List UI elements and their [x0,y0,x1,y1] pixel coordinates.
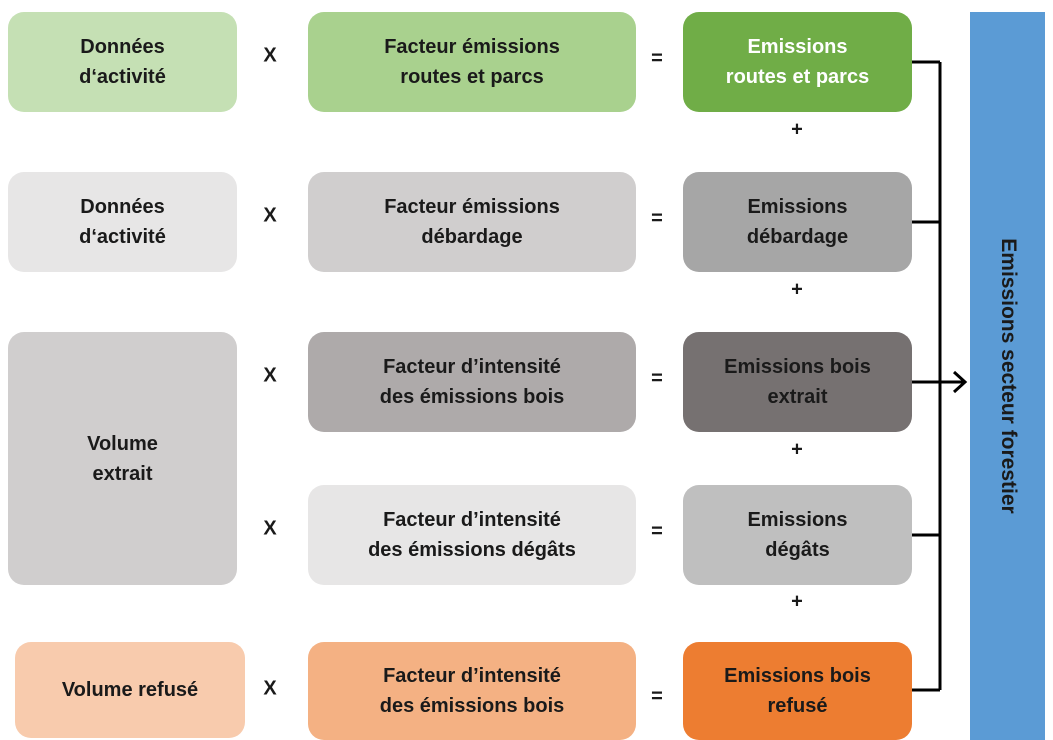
text-line: Données [80,196,165,218]
operator: X [263,44,277,67]
result-box: Emissions routes et parcs [683,12,912,112]
text-line: des émissions bois [379,695,565,717]
operator: = [651,207,663,230]
text-line: Volume refusé [61,679,199,701]
text-line: Volume [87,432,158,455]
factor-box: Facteur d’intensité des émissions bois [308,642,636,740]
factor-box: Facteur d’intensité des émissions bois [308,332,636,432]
text-line: refusé [767,695,828,717]
text-line: Facteur d’intensité [383,665,561,687]
text-line: extrait [767,386,828,408]
operator: + [791,590,803,613]
operator: + [791,118,803,141]
operator: X [263,364,277,387]
text-line: débardage [421,226,523,248]
factor-box: Facteur émissions routes et parcs [308,12,636,112]
text-line: Emissions [747,509,848,531]
operator: = [651,367,663,390]
input-box: Données d‘activité [8,12,237,112]
text-line: Données [80,36,165,58]
text-line: des émissions bois [379,386,565,408]
result-box: Emissions dégâts [683,485,912,585]
text-line: Emissions bois [724,665,871,687]
total-box: Emissions secteur forestier [970,12,1045,740]
text-line: dégâts [765,539,830,561]
text-line: Facteur d’intensité [383,509,561,531]
factor-box: Facteur émissions débardage [308,172,636,272]
text-line: Facteur émissions [384,36,560,58]
text-line: des émissions dégâts [368,539,576,561]
text-line: Facteur d’intensité [383,356,561,378]
input-box: Volume extrait [8,332,237,585]
operator: X [263,677,277,700]
operator: = [651,520,663,543]
total-label: Emissions secteur forestier [996,238,1020,514]
text-line: routes et parcs [725,66,870,88]
result-box: Emissions débardage [683,172,912,272]
operator: + [791,438,803,461]
input-box: Volume refusé [15,642,245,738]
text-line: Emissions [747,36,848,58]
operator: = [651,47,663,70]
operator: X [263,517,277,540]
text-line: Facteur émissions [384,196,560,218]
operator: X [263,204,277,227]
text-line: d‘activité [79,226,166,248]
text-line: extrait [92,462,153,485]
text-line: Emissions bois [724,356,871,378]
result-box: Emissions bois extrait [683,332,912,432]
operator: + [791,278,803,301]
arrow-head [952,370,968,394]
text-line: débardage [746,226,849,248]
factor-box: Facteur d’intensité des émissions dégâts [308,485,636,585]
text-line: routes et parcs [400,66,544,88]
result-box: Emissions bois refusé [683,642,912,740]
text-line: d‘activité [79,66,166,88]
text-line: Emissions [747,196,848,218]
operator: = [651,685,663,708]
input-box: Données d‘activité [8,172,237,272]
